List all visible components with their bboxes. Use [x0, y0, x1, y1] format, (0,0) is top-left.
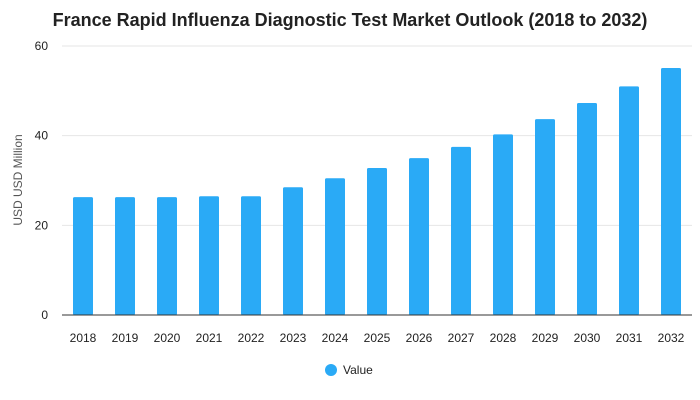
y-tick-label: 60 [35, 39, 49, 53]
y-tick-label: 20 [35, 218, 49, 232]
bar-2028[interactable] [493, 134, 513, 315]
x-axis: 2018 2019 2020 2021 2022 2023 2024 2025 2026 2027… [62, 314, 692, 345]
bar-2030[interactable] [577, 102, 597, 316]
x-tick-label: 2020 [154, 331, 181, 345]
legend[interactable]: Value [325, 363, 373, 377]
bar-2032[interactable] [661, 67, 681, 316]
x-tick-label: 2021 [196, 331, 223, 345]
bars-layer [73, 67, 681, 316]
x-tick-label: 2030 [574, 331, 601, 345]
bar-2029[interactable] [535, 119, 555, 315]
bar-2024[interactable] [325, 178, 345, 315]
y-tick-label: 40 [35, 129, 49, 143]
x-tick-label: 2023 [280, 331, 307, 345]
x-tick-label: 2026 [406, 331, 433, 345]
bar-2025[interactable] [367, 167, 387, 315]
x-tick-label: 2024 [322, 331, 349, 345]
bar-2026[interactable] [409, 158, 429, 315]
legend-marker [325, 364, 337, 376]
x-tick-label: 2028 [490, 331, 517, 345]
bar-2020[interactable] [157, 197, 177, 315]
bar-2019[interactable] [115, 197, 135, 315]
y-axis-title: USD USD Million [11, 134, 25, 225]
bar-2027[interactable] [451, 146, 471, 315]
x-tick-label: 2022 [238, 331, 265, 345]
bar-2022[interactable] [241, 196, 261, 315]
bar-2023[interactable] [283, 187, 303, 315]
y-axis: 0 20 40 60 [35, 39, 49, 322]
y-tick-label: 0 [41, 308, 48, 322]
bar-2021[interactable] [199, 196, 219, 315]
x-tick-label: 2031 [616, 331, 643, 345]
bar-2018[interactable] [73, 197, 93, 315]
x-tick-label: 2032 [658, 331, 685, 345]
x-tick-label: 2025 [364, 331, 391, 345]
x-tick-label: 2018 [70, 331, 97, 345]
x-tick-label: 2027 [448, 331, 475, 345]
chart-title: France Rapid Influenza Diagnostic Test M… [53, 10, 648, 30]
legend-label: Value [343, 363, 373, 377]
bar-2031[interactable] [619, 86, 639, 315]
x-tick-label: 2029 [532, 331, 559, 345]
x-tick-label: 2019 [112, 331, 139, 345]
